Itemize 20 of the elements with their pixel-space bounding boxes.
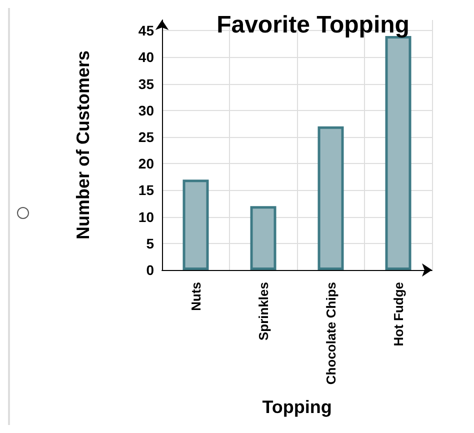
x-tick-label: Hot Fudge <box>390 282 406 346</box>
y-tick-label: 10 <box>138 208 154 225</box>
bar <box>318 126 344 270</box>
x-axis-title: Topping <box>262 397 332 417</box>
y-tick-label: 40 <box>138 49 154 66</box>
chart-title: Favorite Topping <box>216 12 410 38</box>
y-tick-label: 45 <box>138 22 154 39</box>
y-tick-label: 20 <box>138 156 154 172</box>
y-tick-label: 30 <box>138 102 154 118</box>
y-tick-label: 35 <box>138 76 154 92</box>
y-tick-label: 25 <box>138 129 154 146</box>
y-tick-label: 15 <box>138 182 154 198</box>
x-tick-label: Sprinkles <box>256 282 271 341</box>
y-tick-label: 0 <box>146 262 154 278</box>
x-tick-label: Chocolate Chips <box>323 282 338 385</box>
y-tick-label: 5 <box>146 235 154 252</box>
bar <box>182 180 209 270</box>
y-axis-title: Number of Customers <box>73 50 93 240</box>
x-tick-label: Nuts <box>188 282 204 311</box>
bar <box>250 206 276 270</box>
